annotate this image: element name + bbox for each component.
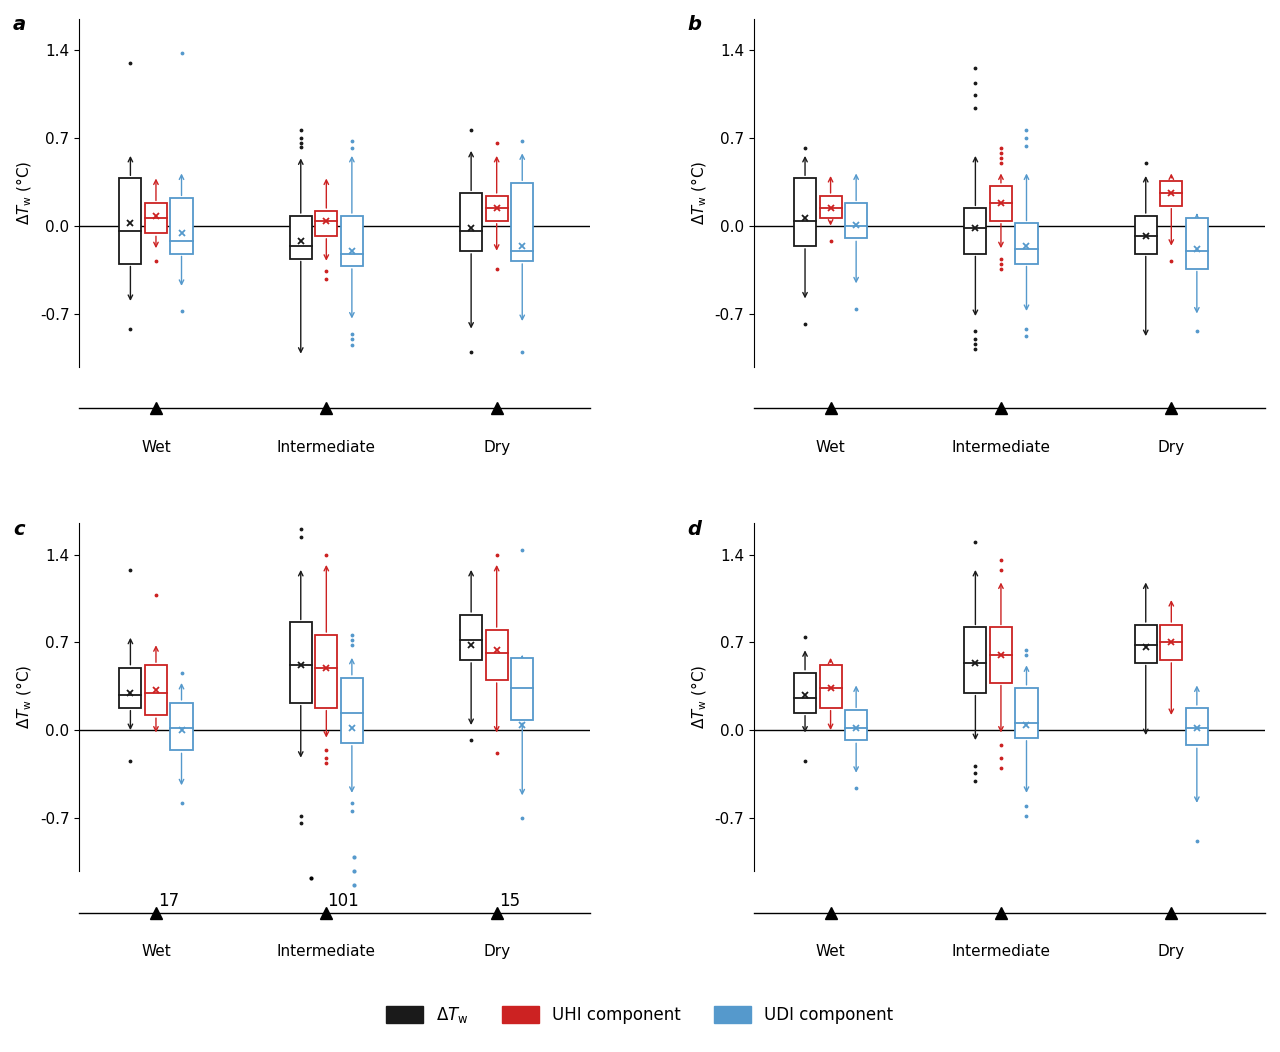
Text: Intermediate: Intermediate [276,944,376,959]
Bar [315,210,338,236]
Bar [1015,688,1038,737]
Bar [1160,181,1183,206]
Text: a: a [13,15,26,35]
Bar [170,703,192,750]
Text: 17: 17 [159,892,179,910]
Bar [1134,216,1157,254]
Bar [989,627,1012,683]
Bar [964,627,987,692]
Text: Dry: Dry [483,440,511,454]
Bar [1185,708,1208,746]
Bar [340,677,364,743]
Text: Dry: Dry [483,944,511,959]
Text: Dry: Dry [1157,440,1185,454]
Bar [460,614,483,660]
Text: 101: 101 [328,892,360,910]
Bar [170,198,192,254]
Bar [819,196,842,219]
Bar [511,658,534,721]
Bar [794,672,817,713]
Bar [145,203,166,234]
Bar [289,623,312,703]
Y-axis label: $\Delta T_\mathrm{w}$ (°C): $\Delta T_\mathrm{w}$ (°C) [15,160,35,225]
Bar [794,178,817,246]
Bar [819,665,842,708]
Bar [1015,223,1038,264]
Bar [485,630,508,681]
Legend: $\Delta T_\mathrm{w}$, UHI component, UDI component: $\Delta T_\mathrm{w}$, UHI component, UD… [378,996,902,1033]
Y-axis label: $\Delta T_\mathrm{w}$ (°C): $\Delta T_\mathrm{w}$ (°C) [690,665,709,729]
Bar [1160,625,1183,660]
Bar [145,665,166,715]
Bar [119,178,142,264]
Text: Wet: Wet [815,944,846,959]
Y-axis label: $\Delta T_\mathrm{w}$ (°C): $\Delta T_\mathrm{w}$ (°C) [690,160,709,225]
Text: Wet: Wet [141,944,170,959]
Text: 15: 15 [499,892,520,910]
Text: d: d [687,520,701,539]
Bar [845,203,868,239]
Bar [964,208,987,254]
Bar [460,194,483,251]
Text: Intermediate: Intermediate [951,440,1051,454]
Bar [1134,625,1157,663]
Bar [340,216,364,266]
Text: c: c [13,520,24,539]
Text: Intermediate: Intermediate [276,440,376,454]
Text: b: b [687,15,701,35]
Text: Wet: Wet [815,440,846,454]
Text: Intermediate: Intermediate [951,944,1051,959]
Text: Wet: Wet [141,440,170,454]
Bar [1185,219,1208,268]
Bar [845,710,868,741]
Bar [511,183,534,261]
Bar [485,196,508,221]
Bar [289,216,312,259]
Y-axis label: $\Delta T_\mathrm{w}$ (°C): $\Delta T_\mathrm{w}$ (°C) [15,665,35,729]
Text: Dry: Dry [1157,944,1185,959]
Bar [989,186,1012,221]
Bar [315,635,338,708]
Bar [119,668,142,708]
